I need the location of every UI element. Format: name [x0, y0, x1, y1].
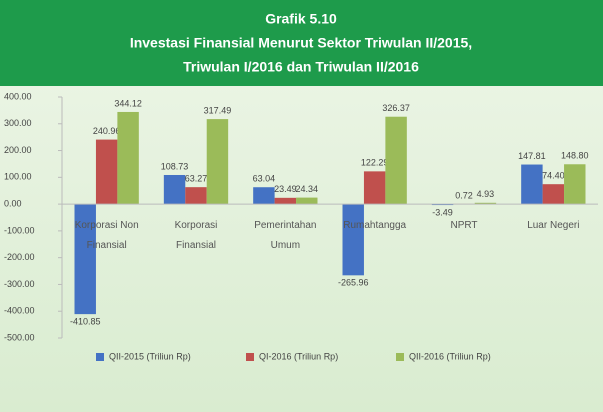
- legend-swatch: [246, 353, 254, 361]
- y-tick-label: -500.00: [4, 332, 35, 342]
- y-tick-label: 100.00: [4, 172, 32, 182]
- chart-subtitle: Triwulan I/2016 dan Triwulan II/2016: [183, 59, 419, 75]
- value-label: 240.96: [93, 126, 121, 136]
- chart-title: Grafik 5.10: [265, 11, 337, 27]
- value-label: -265.96: [338, 278, 369, 288]
- x-tick-label: Rumahtangga: [343, 220, 407, 232]
- y-tick-label: -400.00: [4, 306, 35, 316]
- value-label: 108.73: [161, 161, 189, 171]
- value-label: 344.12: [114, 98, 142, 108]
- legend-label: QII-2015 (Triliun Rp): [109, 351, 191, 361]
- y-tick-label: 0.00: [4, 198, 22, 208]
- value-label: 122.29: [361, 158, 389, 168]
- y-tick-label: -100.00: [4, 225, 35, 235]
- bar: [296, 197, 318, 205]
- bar: [163, 174, 186, 205]
- y-tick-label: 200.00: [4, 145, 32, 155]
- chart-subtitle: Investasi Finansial Menurut Sektor Triwu…: [130, 35, 472, 51]
- y-tick-label: 300.00: [4, 118, 32, 128]
- value-label: 24.34: [296, 184, 319, 194]
- bar: [542, 184, 565, 205]
- x-tick-label: NPRT: [450, 220, 478, 232]
- title-bar: [0, 0, 603, 86]
- bar: [474, 202, 497, 205]
- bar: [95, 139, 118, 205]
- value-label: -3.49: [432, 207, 453, 217]
- value-label: 4.93: [477, 189, 495, 199]
- value-label: 74.40: [542, 171, 565, 181]
- x-tick-label: Korporasi Non Finansial: [74, 220, 139, 252]
- x-tick-label: Pemerintahan Umum: [254, 220, 317, 252]
- bar: [253, 187, 275, 205]
- bar: [564, 164, 586, 205]
- legend-label: QI-2016 (Triliun Rp): [259, 351, 338, 361]
- value-label: 147.81: [518, 151, 546, 161]
- legend-swatch: [396, 353, 404, 361]
- value-label: 0.72: [455, 190, 473, 200]
- value-label: 23.49: [274, 184, 297, 194]
- y-tick-label: 400.00: [4, 91, 32, 101]
- bar: [342, 204, 364, 276]
- bar: [185, 187, 207, 205]
- bar: [385, 116, 407, 205]
- bar: [117, 111, 139, 205]
- bar: [274, 197, 297, 205]
- x-tick-label: Luar Negeri: [527, 220, 580, 232]
- bar: [206, 119, 229, 205]
- value-label: 63.27: [185, 174, 208, 184]
- bar: [363, 171, 386, 205]
- x-tick-label: Korporasi Finansial: [174, 220, 218, 252]
- legend-label: QII-2016 (Triliun Rp): [409, 351, 491, 361]
- value-label: 326.37: [382, 103, 410, 113]
- y-tick-label: -300.00: [4, 279, 35, 289]
- value-label: 63.04: [253, 174, 276, 184]
- value-label: 148.80: [561, 151, 589, 161]
- bar: [74, 204, 96, 315]
- value-label: 317.49: [204, 105, 232, 115]
- value-label: -410.85: [70, 317, 101, 327]
- bar: [521, 164, 543, 205]
- legend-swatch: [96, 353, 104, 361]
- y-tick-label: -200.00: [4, 252, 35, 262]
